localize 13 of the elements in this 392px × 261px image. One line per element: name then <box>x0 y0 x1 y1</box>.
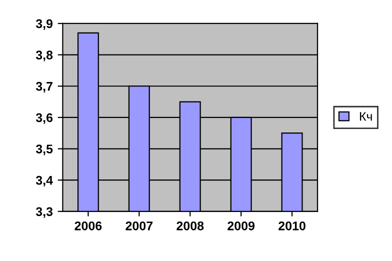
x-tick-label: 2008 <box>176 221 204 230</box>
x-tick-label: 2006 <box>74 221 102 230</box>
y-tick-label: 3,8 <box>36 50 53 62</box>
y-tick-label: 3,9 <box>36 19 53 30</box>
x-tick-label: 2010 <box>278 221 306 230</box>
y-tick-label: 3,6 <box>36 113 53 124</box>
legend-label: Кч <box>360 112 372 121</box>
y-tick-label: 3,7 <box>36 82 52 93</box>
y-tick-label: 3,4 <box>36 176 53 187</box>
y-tick-label: 3,3 <box>36 207 53 218</box>
x-tick-label: 2007 <box>126 221 153 230</box>
x-tick-label: 2009 <box>228 221 255 230</box>
y-tick-label: 3,5 <box>36 144 53 156</box>
